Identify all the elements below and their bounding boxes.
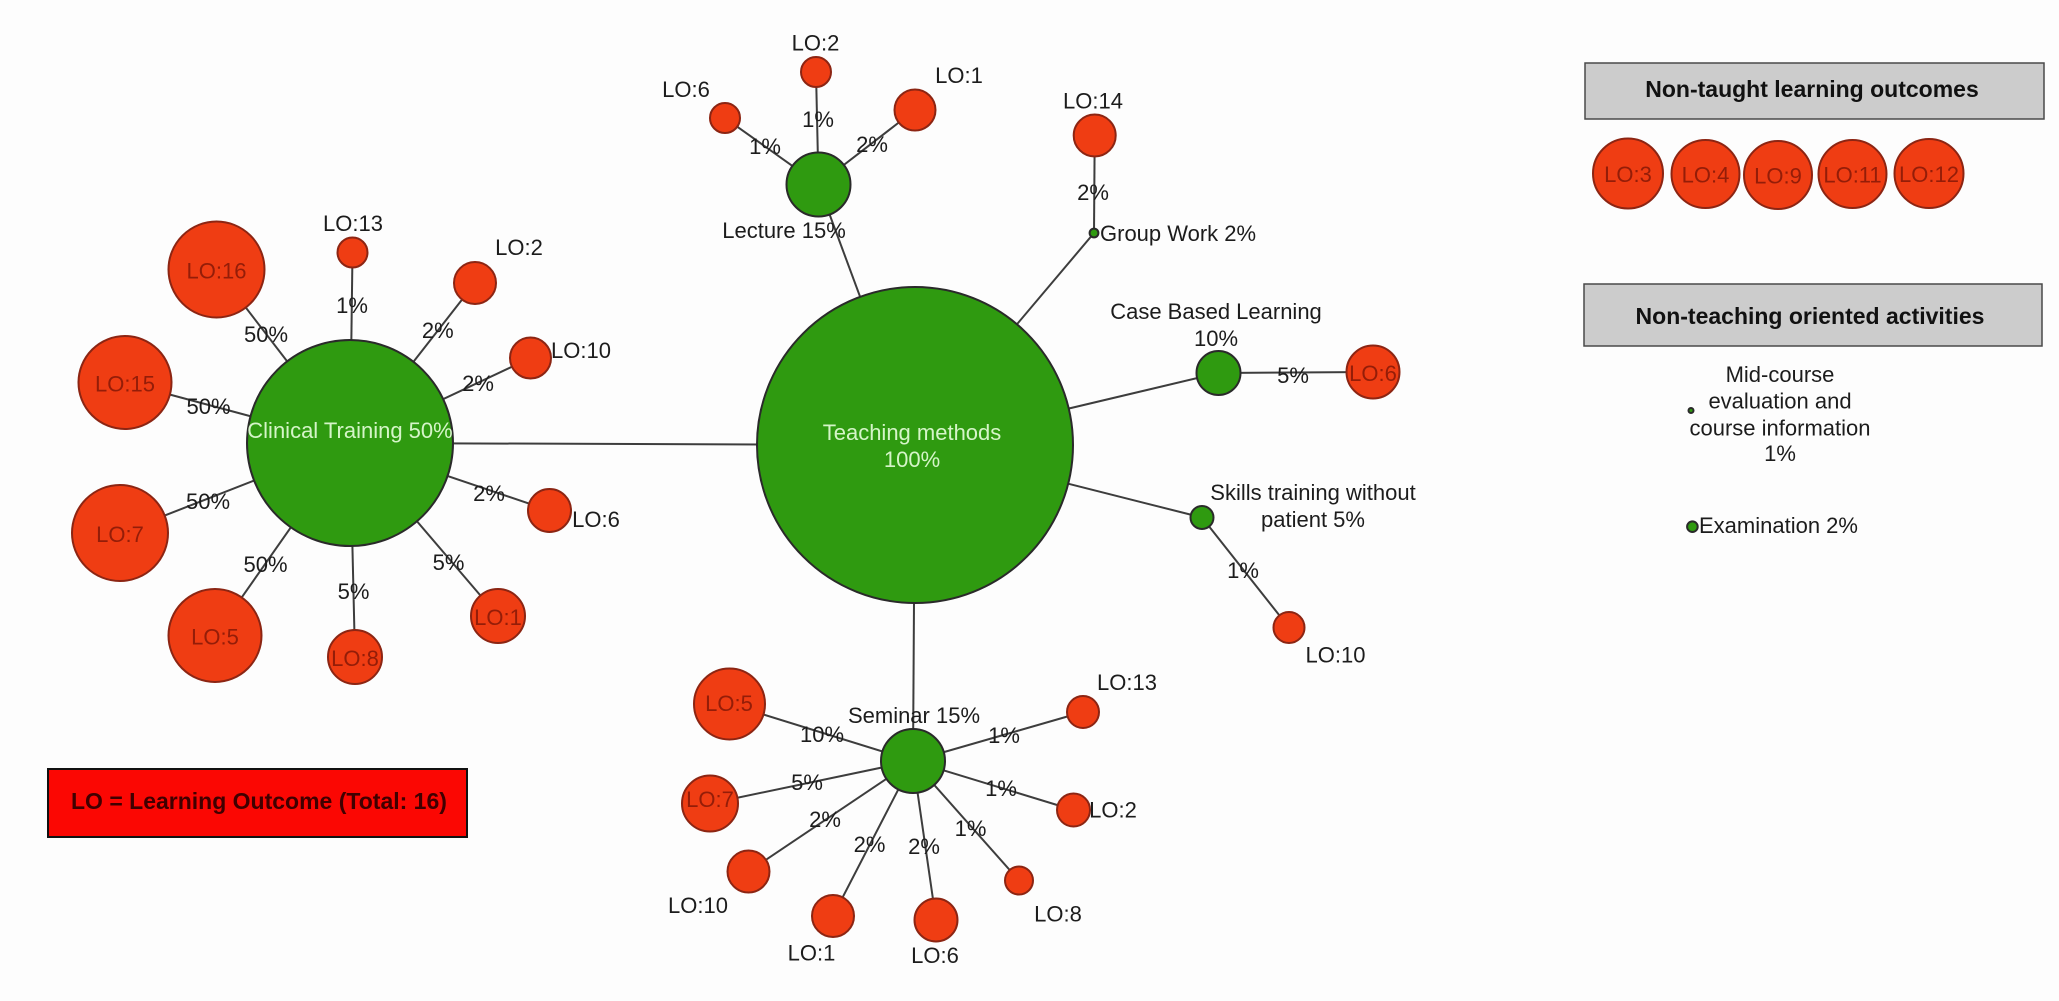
- svg-text:LO:5: LO:5: [191, 625, 239, 650]
- svg-text:LO:15: LO:15: [95, 372, 155, 397]
- svg-text:LO:10: LO:10: [668, 893, 728, 918]
- svg-text:1%: 1%: [749, 134, 781, 159]
- svg-text:LO:5: LO:5: [705, 691, 753, 716]
- svg-text:1%: 1%: [802, 107, 834, 132]
- svg-text:course information: course information: [1690, 416, 1871, 441]
- svg-text:LO:9: LO:9: [1754, 164, 1802, 189]
- svg-text:LO:2: LO:2: [792, 31, 840, 56]
- svg-text:5%: 5%: [338, 579, 370, 604]
- svg-text:LO:12: LO:12: [1899, 162, 1959, 187]
- svg-text:50%: 50%: [186, 394, 230, 419]
- svg-text:LO:11: LO:11: [1823, 163, 1881, 188]
- svg-text:50%: 50%: [244, 322, 288, 347]
- svg-text:50%: 50%: [186, 489, 230, 514]
- svg-text:2%: 2%: [462, 371, 494, 396]
- svg-text:2%: 2%: [908, 834, 940, 859]
- svg-text:Skills training without: Skills training without: [1210, 480, 1415, 505]
- svg-text:5%: 5%: [791, 770, 823, 795]
- svg-text:Teaching methods: Teaching methods: [823, 420, 1002, 445]
- svg-text:LO:8: LO:8: [331, 646, 379, 671]
- svg-text:1%: 1%: [988, 723, 1020, 748]
- svg-text:Clinical Training 50%: Clinical Training 50%: [247, 418, 452, 443]
- svg-text:LO:1: LO:1: [788, 941, 836, 966]
- svg-text:Lecture 15%: Lecture 15%: [722, 218, 846, 243]
- svg-text:1%: 1%: [336, 293, 368, 318]
- svg-text:LO:13: LO:13: [1097, 670, 1157, 695]
- svg-text:LO:10: LO:10: [551, 338, 611, 363]
- svg-text:5%: 5%: [433, 550, 465, 575]
- svg-text:2%: 2%: [854, 832, 886, 857]
- svg-text:LO:6: LO:6: [572, 507, 620, 532]
- svg-text:1%: 1%: [1227, 558, 1259, 583]
- svg-text:2%: 2%: [809, 807, 841, 832]
- svg-text:2%: 2%: [856, 132, 888, 157]
- svg-text:Seminar 15%: Seminar 15%: [848, 703, 980, 728]
- svg-text:LO:2: LO:2: [495, 235, 543, 260]
- svg-text:Non-taught learning outcomes: Non-taught learning outcomes: [1645, 76, 1979, 102]
- svg-text:LO:13: LO:13: [323, 211, 383, 236]
- svg-text:Group Work 2%: Group Work 2%: [1100, 221, 1256, 246]
- svg-text:2%: 2%: [473, 481, 505, 506]
- svg-text:LO:16: LO:16: [187, 259, 247, 284]
- svg-text:Examination 2%: Examination 2%: [1699, 513, 1858, 538]
- svg-text:LO:1: LO:1: [474, 605, 522, 630]
- svg-text:5%: 5%: [1277, 363, 1309, 388]
- svg-text:LO:8: LO:8: [1034, 902, 1082, 927]
- svg-text:10%: 10%: [800, 722, 844, 747]
- svg-text:LO:4: LO:4: [1682, 163, 1730, 188]
- svg-text:LO = Learning Outcome (Total:: LO = Learning Outcome (Total: 16): [71, 788, 447, 814]
- svg-text:patient 5%: patient 5%: [1261, 507, 1365, 532]
- svg-text:LO:3: LO:3: [1604, 162, 1652, 187]
- svg-text:10%: 10%: [1194, 326, 1238, 351]
- svg-text:100%: 100%: [884, 447, 940, 472]
- svg-text:1%: 1%: [1764, 441, 1796, 466]
- svg-text:LO:7: LO:7: [96, 522, 144, 547]
- svg-text:LO:1: LO:1: [935, 63, 983, 88]
- svg-text:1%: 1%: [985, 776, 1017, 801]
- svg-text:50%: 50%: [243, 552, 287, 577]
- svg-text:2%: 2%: [422, 318, 454, 343]
- svg-text:2%: 2%: [1077, 180, 1109, 205]
- svg-text:evaluation and: evaluation and: [1708, 389, 1851, 414]
- svg-text:LO:6: LO:6: [911, 943, 959, 968]
- svg-text:Case Based Learning: Case Based Learning: [1110, 299, 1322, 324]
- svg-text:Non-teaching oriented activiti: Non-teaching oriented activities: [1636, 303, 1985, 329]
- svg-text:Mid-course: Mid-course: [1726, 362, 1835, 387]
- svg-text:LO:10: LO:10: [1306, 643, 1366, 668]
- svg-text:LO:14: LO:14: [1063, 89, 1123, 114]
- svg-text:LO:2: LO:2: [1089, 798, 1137, 823]
- svg-text:LO:7: LO:7: [686, 787, 734, 812]
- svg-text:LO:6: LO:6: [662, 77, 710, 102]
- svg-text:LO:6: LO:6: [1349, 361, 1397, 386]
- svg-text:1%: 1%: [955, 816, 987, 841]
